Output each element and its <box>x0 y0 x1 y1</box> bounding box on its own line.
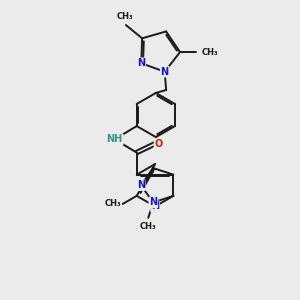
Text: N: N <box>151 201 159 212</box>
Text: N: N <box>137 58 145 68</box>
Text: N: N <box>149 197 157 207</box>
Text: O: O <box>154 139 163 149</box>
Text: N: N <box>137 180 145 190</box>
Text: CH₃: CH₃ <box>202 48 218 57</box>
Text: NH: NH <box>106 134 123 144</box>
Text: CH₃: CH₃ <box>117 12 134 21</box>
Text: CH₃: CH₃ <box>140 222 157 231</box>
Text: N: N <box>160 67 169 77</box>
Text: CH₃: CH₃ <box>105 200 121 208</box>
